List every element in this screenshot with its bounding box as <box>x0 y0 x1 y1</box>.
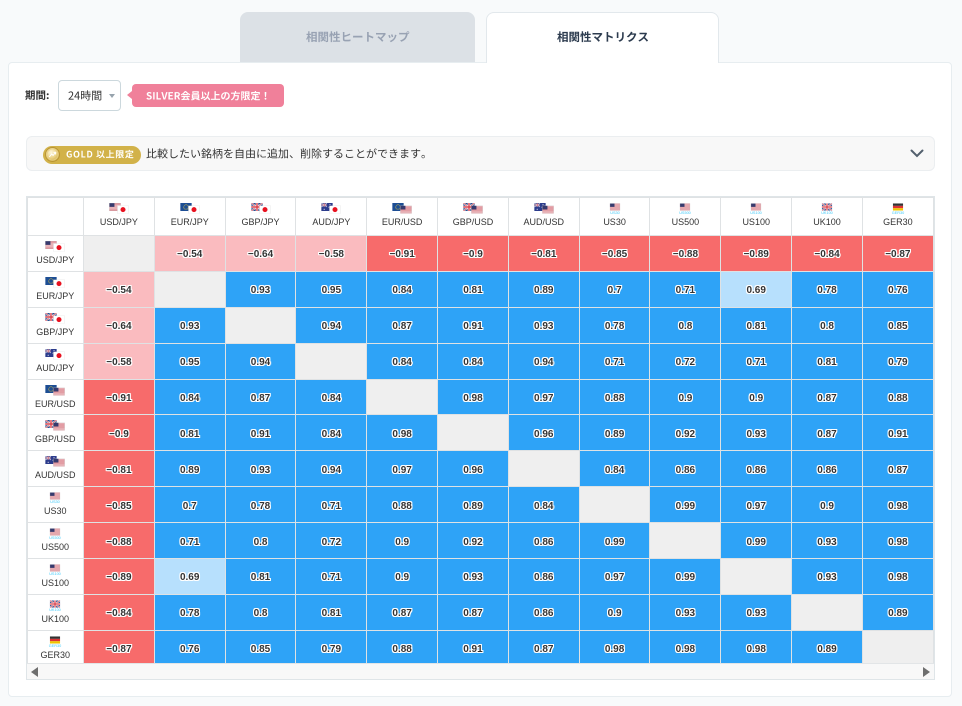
svg-text:US30: US30 <box>51 500 61 504</box>
svg-text:US500: US500 <box>680 211 692 215</box>
svg-text:US100: US100 <box>750 211 762 215</box>
svg-text:UK100: UK100 <box>49 608 61 612</box>
svg-text:GER30: GER30 <box>892 211 904 215</box>
svg-text:GER30: GER30 <box>49 644 61 648</box>
svg-text:US30: US30 <box>610 211 620 215</box>
svg-text:US500: US500 <box>49 536 61 540</box>
svg-text:US100: US100 <box>49 572 61 576</box>
svg-text:UK100: UK100 <box>821 211 833 215</box>
